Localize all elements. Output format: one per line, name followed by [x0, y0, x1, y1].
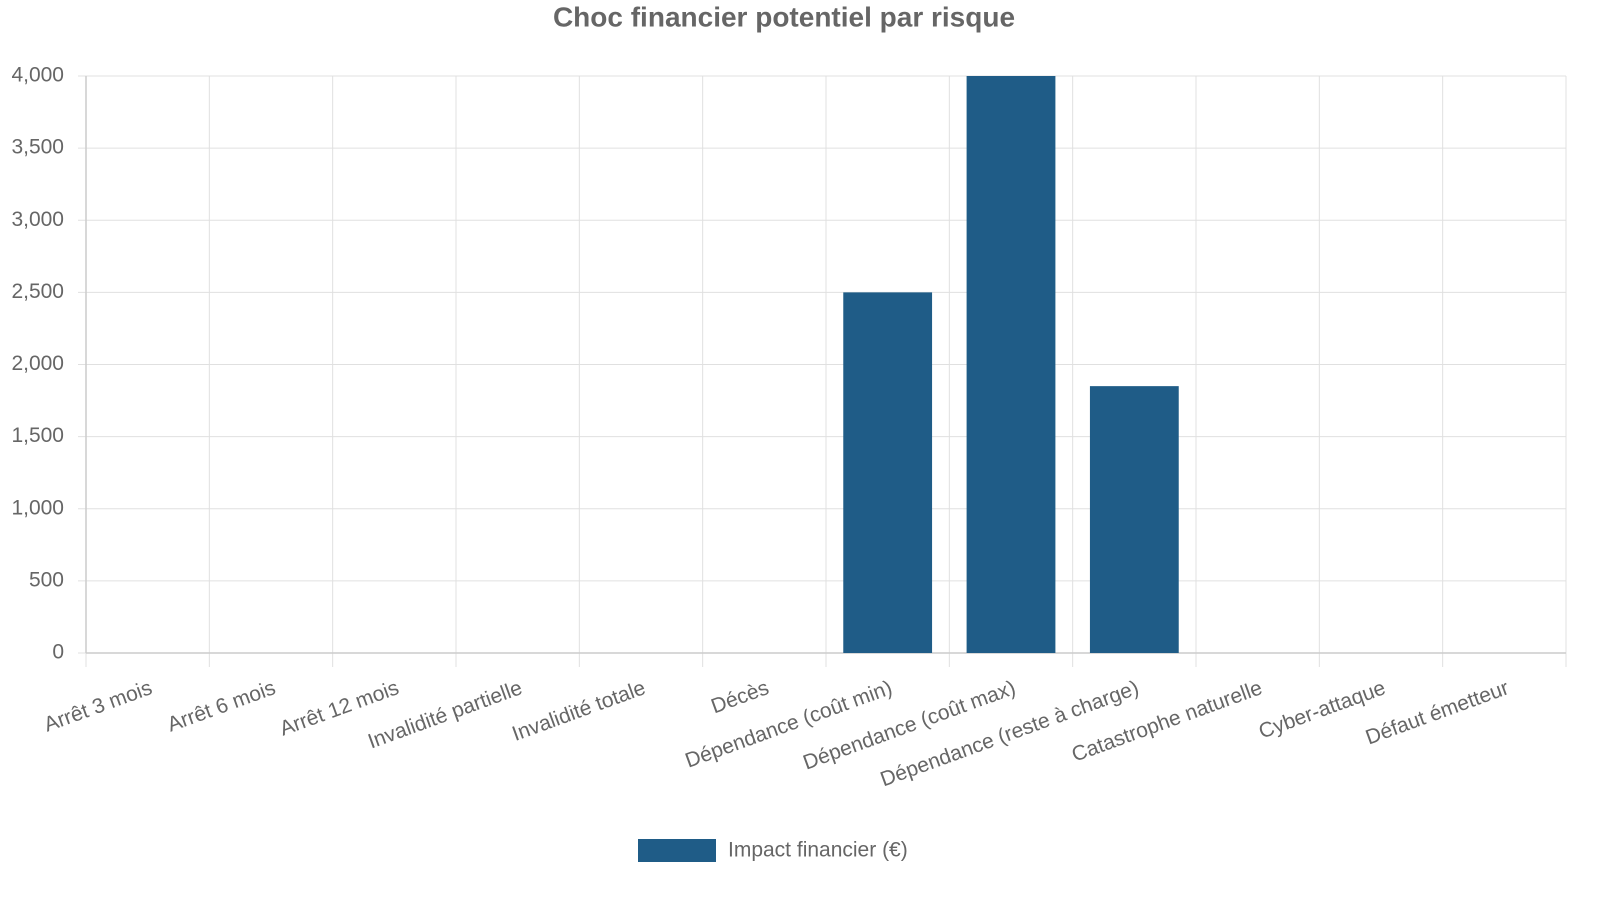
x-tick-label: Décès	[708, 676, 772, 718]
bar	[843, 292, 933, 653]
x-tick-label: Dépendance (coût min)	[682, 676, 895, 772]
y-tick-label: 4,000	[11, 64, 64, 87]
chart-title: Choc financier potentiel par risque	[553, 1, 1015, 32]
y-tick-label: 3,000	[11, 208, 64, 231]
y-tick-label: 1,500	[11, 424, 64, 447]
y-tick-label: 3,500	[11, 136, 64, 159]
y-tick-label: 0	[52, 641, 64, 664]
bar	[966, 76, 1056, 653]
bar	[1089, 386, 1179, 653]
x-tick-label: Invalidité totale	[509, 676, 649, 746]
x-tick-label: Arrêt 6 mois	[164, 676, 278, 736]
y-tick-label: 1,000	[11, 496, 64, 519]
y-tick-label: 2,000	[11, 352, 64, 375]
y-tick-label: 2,500	[11, 280, 64, 303]
x-tick-label: Défaut émetteur	[1363, 676, 1512, 749]
legend-label: Impact financier (€)	[728, 839, 908, 862]
y-tick-label: 500	[29, 568, 64, 591]
legend-swatch	[638, 839, 716, 862]
x-tick-label: Arrêt 3 mois	[41, 676, 155, 736]
